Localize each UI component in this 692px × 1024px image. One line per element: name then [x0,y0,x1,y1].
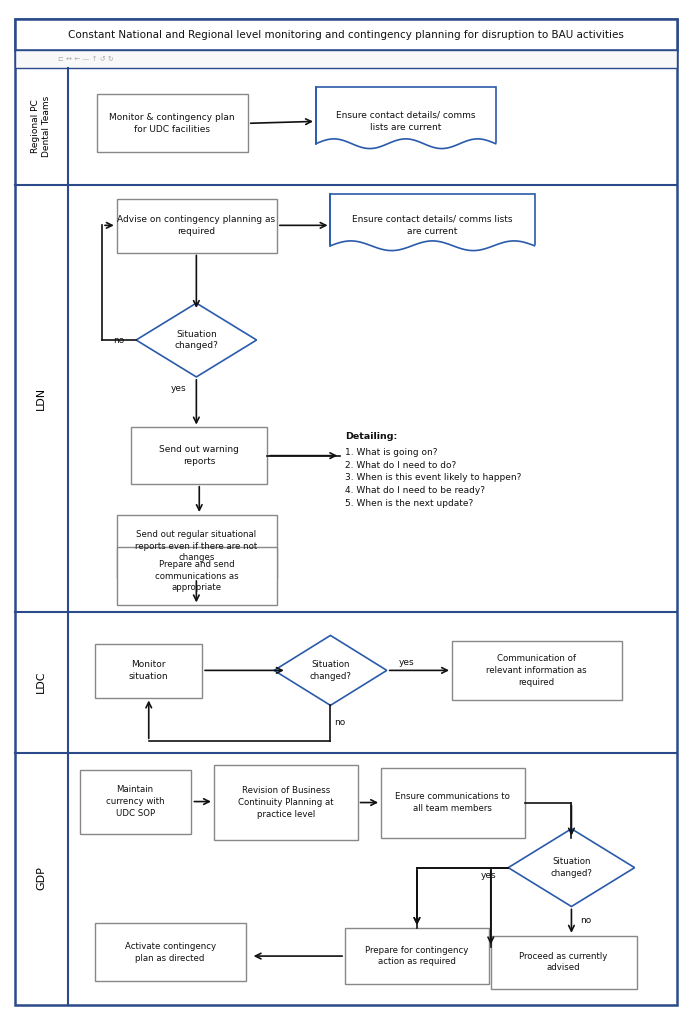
Bar [452,641,622,699]
Text: no: no [113,336,125,344]
Text: Situation
changed?: Situation changed? [551,857,592,878]
Polygon shape [136,303,257,377]
Text: 3. When is this event likely to happen?: 3. When is this event likely to happen? [345,473,521,482]
Bar [95,923,246,981]
Text: Communication of
relevant information as
required: Communication of relevant information as… [486,654,587,687]
Text: no: no [334,719,346,727]
Text: Situation
changed?: Situation changed? [174,330,218,350]
Text: 2. What do I need to do?: 2. What do I need to do? [345,461,456,470]
Bar [491,936,637,989]
Text: Revision of Business
Continuity Planning at
practice level: Revision of Business Continuity Planning… [238,786,334,819]
Text: yes: yes [171,384,187,393]
Text: Proceed as currently
advised: Proceed as currently advised [520,951,608,973]
Bar [345,928,489,984]
Text: ⊏ ↔ ← — ↑ ↺ ↻: ⊏ ↔ ← — ↑ ↺ ↻ [58,56,114,62]
Bar [117,199,277,253]
Text: yes: yes [399,658,414,667]
Bar [331,195,534,246]
Text: GDP: GDP [36,866,46,890]
Text: Maintain
currency with
UDC SOP: Maintain currency with UDC SOP [106,785,165,818]
Text: Constant National and Regional level monitoring and contingency planning for dis: Constant National and Regional level mon… [68,30,624,40]
Text: Detailing:: Detailing: [345,432,397,440]
Polygon shape [274,636,387,706]
Bar [131,427,267,483]
Text: Send out warning
reports: Send out warning reports [159,445,239,466]
Text: Prepare for contingency
action as required: Prepare for contingency action as requir… [365,946,468,967]
Text: Send out regular situational
reports even if there are not
changes: Send out regular situational reports eve… [135,529,257,562]
Text: no: no [581,915,592,925]
Text: LDN: LDN [36,387,46,410]
Bar [117,547,277,605]
Text: Regional PC
Dental Teams: Regional PC Dental Teams [31,95,51,157]
Bar [117,515,277,579]
Text: Activate contingency
plan as directed: Activate contingency plan as directed [125,942,216,963]
Text: Ensure contact details/ comms lists
are current: Ensure contact details/ comms lists are … [352,215,513,236]
Bar [381,768,525,838]
Text: Monitor
situation: Monitor situation [129,660,169,681]
Text: Monitor & contingency plan
for UDC facilities: Monitor & contingency plan for UDC facil… [109,113,235,134]
Text: 5. When is the next update?: 5. When is the next update? [345,499,473,508]
Bar [316,87,495,143]
Bar [15,19,677,50]
Text: Prepare and send
communications as
appropriate: Prepare and send communications as appro… [154,560,238,593]
Text: LDC: LDC [36,671,46,693]
Polygon shape [509,828,635,906]
Text: Situation
changed?: Situation changed? [309,660,352,681]
Bar [15,50,677,68]
Bar [98,94,248,153]
Bar [214,765,358,841]
Text: Ensure contact details/ comms
lists are current: Ensure contact details/ comms lists are … [336,111,475,132]
Text: Ensure communications to
all team members: Ensure communications to all team member… [395,793,510,813]
Text: 1. What is going on?: 1. What is going on? [345,449,437,458]
Bar [80,770,192,834]
Text: 4. What do I need to be ready?: 4. What do I need to be ready? [345,486,485,496]
Text: Advise on contingency planning as
required: Advise on contingency planning as requir… [117,215,275,236]
Bar [95,644,202,697]
Text: yes: yes [481,871,497,880]
